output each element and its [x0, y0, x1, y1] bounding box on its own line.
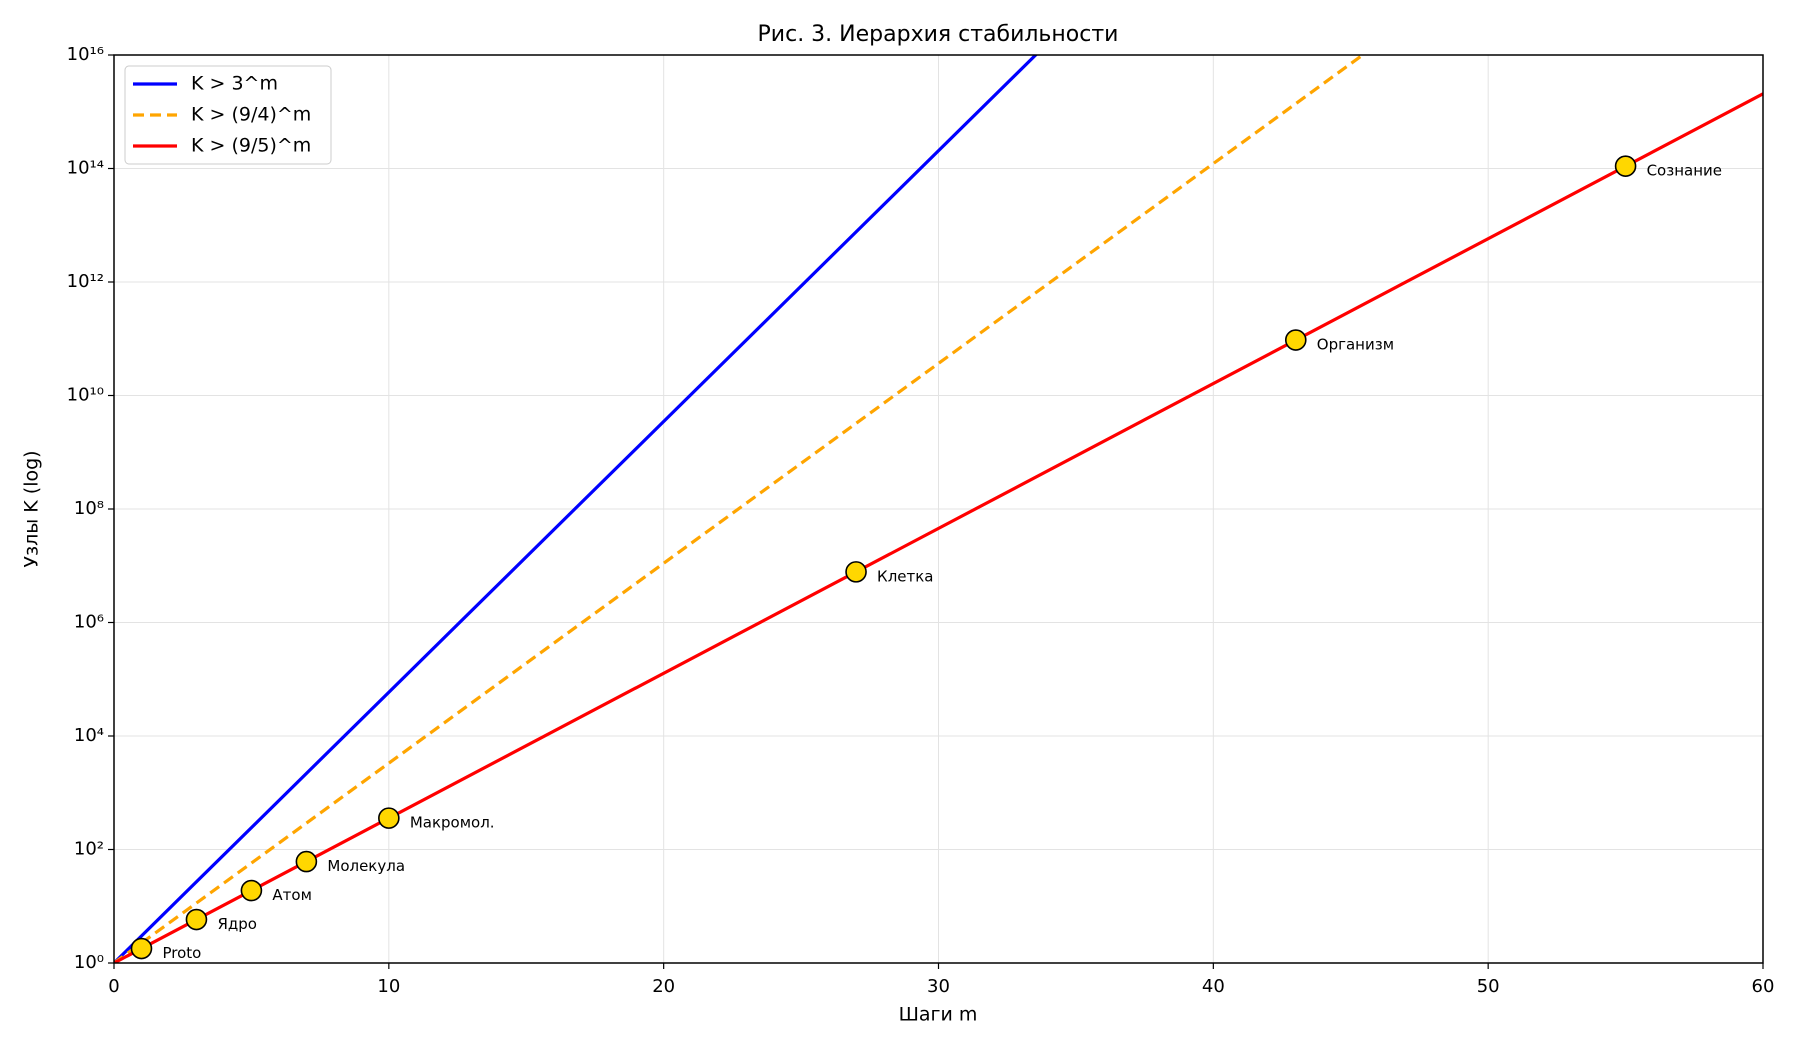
x-tick-label: 30: [927, 976, 950, 997]
y-tick-label: 10¹⁴: [67, 158, 104, 179]
point-label: Proto: [162, 944, 201, 962]
point: [1614, 155, 1637, 177]
x-tick-label: 10: [377, 976, 400, 997]
point-label: Молекула: [327, 857, 405, 875]
point: [845, 561, 867, 583]
y-tick-label: 10⁴: [74, 725, 104, 746]
point-label: Ядро: [217, 915, 257, 933]
chart-title: Рис. 3. Иерархия стабильности: [758, 22, 1119, 47]
point-label: Сознание: [1647, 162, 1722, 180]
point-label: Макромол.: [410, 814, 495, 832]
point: [1284, 329, 1307, 351]
point: [295, 850, 318, 873]
y-tick-label: 10²: [74, 839, 104, 860]
legend-label: K > (9/5)^m: [191, 135, 311, 157]
y-axis-label: Узлы K (log): [21, 450, 43, 567]
point-label: Организм: [1317, 336, 1394, 354]
y-tick-label: 10¹²: [67, 271, 104, 292]
y-tick-label: 10¹⁶: [67, 44, 104, 65]
y-tick-label: 10⁸: [74, 498, 104, 519]
legend-label: K > 3^m: [191, 73, 278, 95]
y-tick-label: 10¹⁰: [67, 385, 104, 406]
series-line: [114, 55, 1038, 963]
points: Proto Ядро Атом Молекула Макромол. Клетка Орга…: [130, 155, 1722, 962]
legend: K > 3^m K > (9/4)^m K > (9/5)^m: [124, 65, 332, 165]
point: [240, 879, 263, 902]
legend-box: [124, 65, 332, 165]
x-tick-label: 60: [1752, 976, 1775, 997]
x-tick-label: 40: [1202, 976, 1225, 997]
point: [130, 937, 153, 960]
point-label: Атом: [272, 886, 312, 904]
point-label: Клетка: [877, 567, 933, 585]
x-tick-label: 0: [108, 976, 119, 997]
x-tick-label: 20: [652, 976, 675, 997]
x-axis-label: Шаги m: [899, 1004, 978, 1026]
y-tick-label: 10⁰: [74, 952, 104, 973]
point: [185, 908, 208, 931]
legend-label: K > (9/4)^m: [191, 104, 311, 126]
y-tick-label: 10⁶: [74, 612, 104, 633]
x-tick-label: 50: [1477, 976, 1500, 997]
point: [378, 807, 400, 829]
